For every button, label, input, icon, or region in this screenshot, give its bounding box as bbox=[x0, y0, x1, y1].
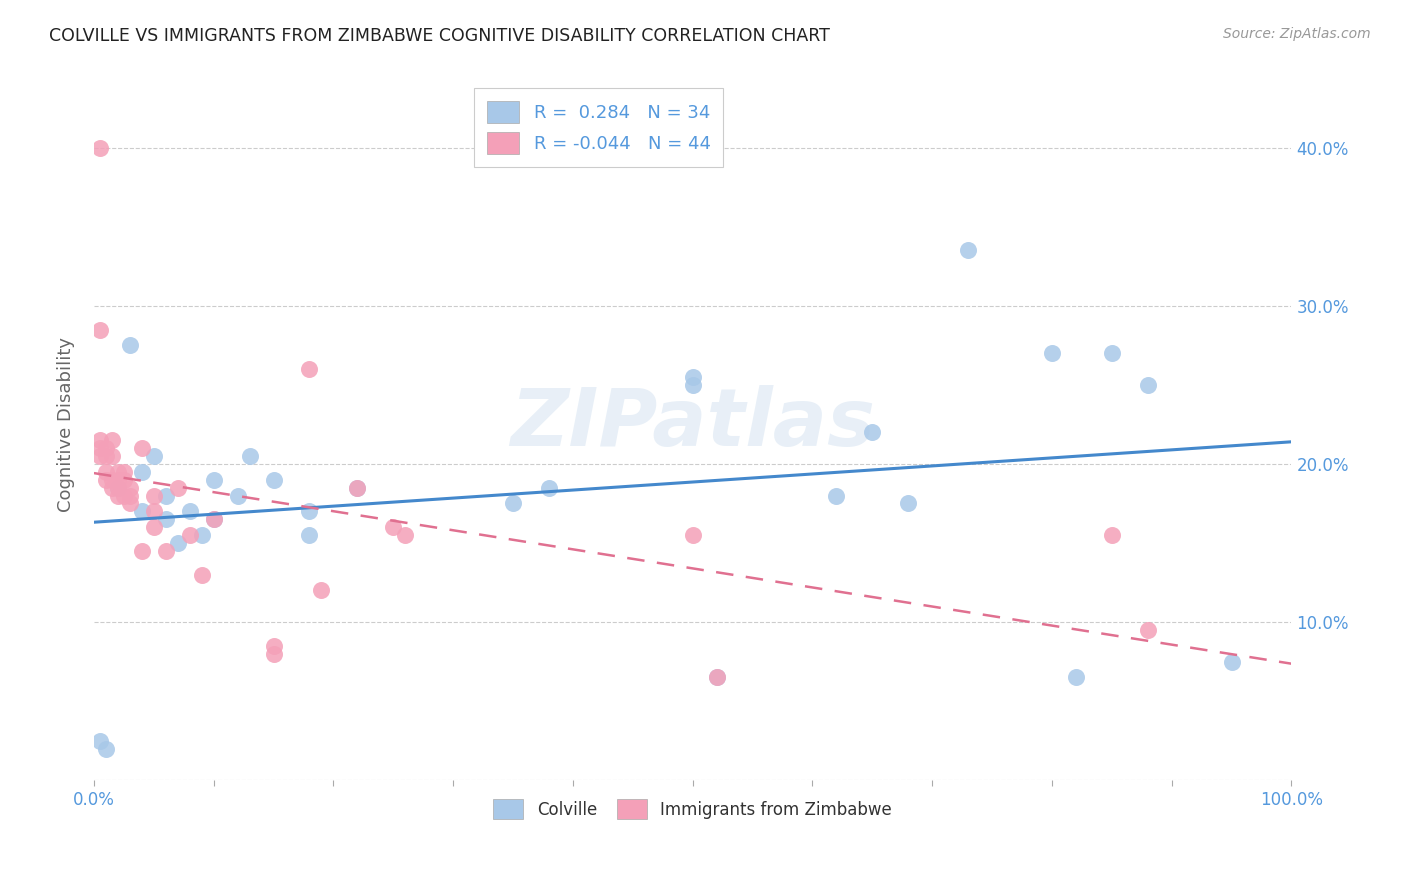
Point bbox=[825, 489, 848, 503]
Point bbox=[957, 244, 980, 258]
Point bbox=[239, 449, 262, 463]
Point bbox=[101, 473, 124, 487]
Point bbox=[1220, 655, 1243, 669]
Point bbox=[1101, 346, 1123, 360]
Point bbox=[89, 434, 111, 448]
Point bbox=[89, 322, 111, 336]
Point bbox=[94, 449, 117, 463]
Text: Source: ZipAtlas.com: Source: ZipAtlas.com bbox=[1223, 27, 1371, 41]
Point bbox=[706, 671, 728, 685]
Text: COLVILLE VS IMMIGRANTS FROM ZIMBABWE COGNITIVE DISABILITY CORRELATION CHART: COLVILLE VS IMMIGRANTS FROM ZIMBABWE COG… bbox=[49, 27, 830, 45]
Point bbox=[394, 528, 416, 542]
Point bbox=[537, 481, 560, 495]
Point bbox=[311, 583, 333, 598]
Point bbox=[202, 473, 225, 487]
Point bbox=[298, 528, 321, 542]
Point bbox=[190, 567, 212, 582]
Point bbox=[112, 473, 135, 487]
Point bbox=[142, 449, 165, 463]
Point bbox=[101, 481, 124, 495]
Point bbox=[155, 544, 177, 558]
Point bbox=[190, 528, 212, 542]
Point bbox=[682, 528, 704, 542]
Point bbox=[706, 671, 728, 685]
Point bbox=[94, 465, 117, 479]
Point bbox=[1040, 346, 1063, 360]
Point bbox=[1136, 623, 1159, 637]
Point bbox=[107, 465, 129, 479]
Point bbox=[897, 496, 920, 510]
Point bbox=[142, 520, 165, 534]
Point bbox=[107, 473, 129, 487]
Point bbox=[131, 544, 153, 558]
Point bbox=[131, 441, 153, 455]
Point bbox=[202, 512, 225, 526]
Point bbox=[179, 528, 201, 542]
Point bbox=[89, 441, 111, 455]
Point bbox=[1101, 528, 1123, 542]
Point bbox=[89, 733, 111, 747]
Point bbox=[101, 449, 124, 463]
Point bbox=[112, 465, 135, 479]
Point bbox=[142, 489, 165, 503]
Point bbox=[346, 481, 368, 495]
Point bbox=[682, 370, 704, 384]
Legend: Colville, Immigrants from Zimbabwe: Colville, Immigrants from Zimbabwe bbox=[486, 793, 898, 825]
Point bbox=[263, 647, 285, 661]
Point bbox=[1136, 377, 1159, 392]
Point bbox=[107, 481, 129, 495]
Point bbox=[94, 441, 117, 455]
Point bbox=[298, 362, 321, 376]
Point bbox=[860, 425, 883, 440]
Point bbox=[155, 489, 177, 503]
Point bbox=[118, 496, 141, 510]
Point bbox=[155, 512, 177, 526]
Point bbox=[142, 504, 165, 518]
Point bbox=[101, 434, 124, 448]
Point bbox=[94, 741, 117, 756]
Point bbox=[112, 489, 135, 503]
Point bbox=[382, 520, 405, 534]
Point bbox=[346, 481, 368, 495]
Point bbox=[226, 489, 249, 503]
Point bbox=[202, 512, 225, 526]
Point bbox=[107, 489, 129, 503]
Point bbox=[118, 338, 141, 352]
Point bbox=[263, 473, 285, 487]
Text: ZIPatlas: ZIPatlas bbox=[510, 385, 875, 464]
Point bbox=[682, 377, 704, 392]
Point bbox=[89, 140, 111, 154]
Point bbox=[118, 481, 141, 495]
Point bbox=[298, 504, 321, 518]
Point bbox=[131, 504, 153, 518]
Point bbox=[1064, 671, 1087, 685]
Point bbox=[131, 465, 153, 479]
Point bbox=[179, 504, 201, 518]
Point bbox=[502, 496, 524, 510]
Y-axis label: Cognitive Disability: Cognitive Disability bbox=[58, 337, 75, 512]
Point bbox=[118, 489, 141, 503]
Point bbox=[166, 536, 188, 550]
Point bbox=[263, 639, 285, 653]
Point bbox=[89, 449, 111, 463]
Point bbox=[94, 473, 117, 487]
Point bbox=[166, 481, 188, 495]
Point bbox=[107, 481, 129, 495]
